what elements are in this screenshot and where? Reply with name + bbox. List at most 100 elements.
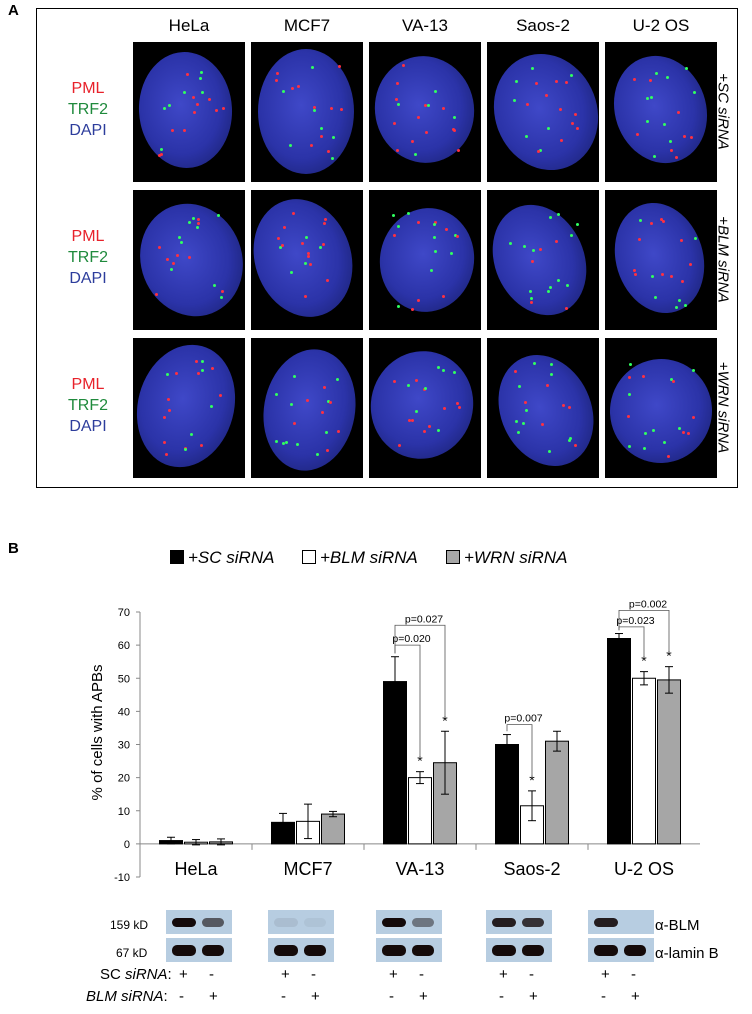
focus-dot [282,90,285,93]
focus-dot [442,369,445,372]
column-header-mcf7: MCF7 [283,16,331,35]
focus-dot [338,65,341,68]
blot-strip-blm [486,910,552,934]
focus-dot [325,431,328,434]
focus-dot [155,293,158,296]
row-label-2: +WRN siRNA [715,348,732,468]
focus-dot [560,139,563,142]
focus-dot [340,108,343,111]
blot-strip-lamin [166,938,232,962]
focus-dot [525,409,528,412]
focus-dot [221,290,224,293]
focus-dot [661,273,664,276]
focus-dot [531,67,534,70]
focus-dot [281,244,284,247]
focus-dot [196,226,199,229]
minus-mark: - [311,966,316,983]
sc-row-colon: : [167,966,172,983]
focus-dot [654,296,657,299]
focus-dot [678,427,681,430]
sc-sirna-row-label: SC siRNA: [100,966,172,983]
focus-dot [200,444,203,447]
focus-dot [663,123,666,126]
blot-band [172,918,196,927]
focus-dot [662,220,665,223]
focus-dot [565,81,568,84]
micrograph-tile [487,42,599,182]
row-label-name: BLM siRNA [714,225,732,303]
focus-dot [549,216,552,219]
nucleus [133,338,245,478]
focus-dot [277,237,280,240]
focus-dot [557,213,560,216]
focus-dot [417,299,420,302]
legend-label-blm: +BLM siRNA [320,548,418,567]
focus-dot [304,262,307,265]
blot-band [522,945,544,956]
minus-mark: - [281,988,286,1005]
focus-dot [576,127,579,130]
micrograph-tile [133,338,245,478]
focus-dot [545,94,548,97]
focus-dot [628,445,631,448]
focus-dot [660,218,663,221]
focus-dot [219,394,222,397]
focus-dot [290,271,293,274]
alpha-lamin-label: α-lamin B [655,945,719,962]
focus-dot [184,448,187,451]
micrograph-tile [369,42,481,182]
focus-dot [643,447,646,450]
focus-dot [316,453,319,456]
focus-dot [188,221,191,224]
blot-strip-lamin [376,938,442,962]
nucleus [605,43,717,176]
category-label: Saos-2 [503,859,560,879]
focus-dot [639,219,642,222]
apb-bar-chart: -10 0 10 20 30 40 50 60 70 % of cells with APBs He… [89,598,700,884]
focus-dot [402,64,405,67]
blot-band [274,945,298,956]
focus-dot [186,73,189,76]
focus-dot [319,246,322,249]
nucleus [487,42,599,182]
focus-dot [633,78,636,81]
blot-strip-blm [376,910,442,934]
focus-dot [683,135,686,138]
significance-star: * [666,648,672,664]
focus-dot [550,363,553,366]
column-header-hela: HeLa [168,16,210,35]
y-tick-label: 50 [118,673,130,685]
focus-dot [559,108,562,111]
nucleus [605,191,717,325]
bar [408,777,432,845]
micrograph-tile [369,338,481,478]
focus-dot [327,400,330,403]
focus-dot [397,103,400,106]
p-value-bracket [394,624,446,718]
blot-band [202,918,224,927]
focus-dot [537,150,540,153]
focus-dot [548,450,551,453]
bar [657,679,681,845]
blot-band [304,945,326,956]
bar [632,677,656,845]
nucleus [369,339,481,471]
focus-dot [166,258,169,261]
focus-dot [629,363,632,366]
significance-star: * [442,712,448,728]
focus-dot [442,295,445,298]
blot-band [594,918,618,927]
focus-dot [456,402,459,405]
blot-band [382,945,406,956]
micrograph-tile [133,190,245,330]
focus-dot [330,107,333,110]
focus-dot [407,212,410,215]
focus-dot [183,91,186,94]
focus-dot [163,107,166,110]
blot-band [522,918,544,927]
legend-swatch-blm [302,550,316,564]
nucleus [369,47,481,172]
nucleus [487,339,599,478]
focus-dot [398,444,401,447]
bar [495,744,519,845]
